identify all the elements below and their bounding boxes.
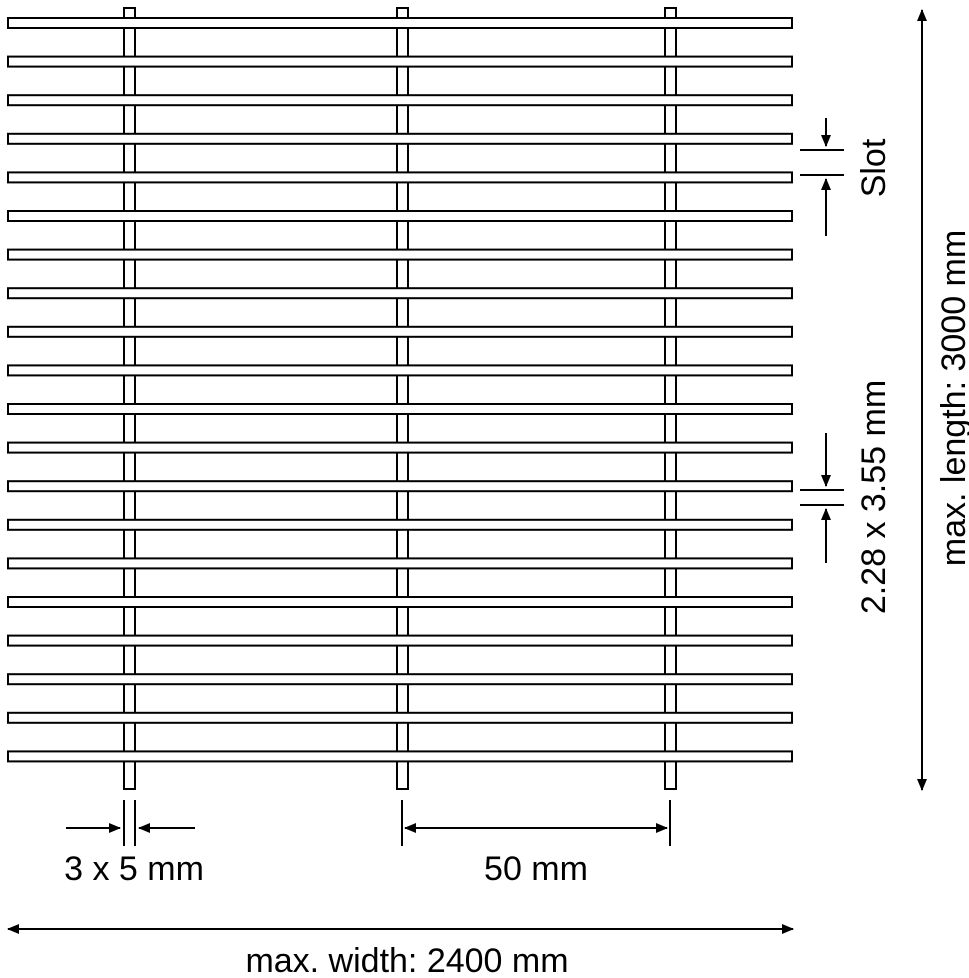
horizontal-bar <box>7 210 793 222</box>
horizontal-bar <box>7 55 793 68</box>
horizontal-bar <box>7 634 793 647</box>
horizontal-bar <box>7 441 793 454</box>
slot-size-dimension <box>800 433 844 563</box>
horizontal-bar <box>7 325 793 338</box>
max-length-label: max. length: 3000 mm <box>935 230 969 566</box>
horizontal-bar <box>7 711 793 724</box>
horizontal-bar <box>7 750 793 763</box>
horizontal-bar <box>7 557 793 570</box>
slot-size-label: 2.28 x 3.55 mm <box>855 380 893 614</box>
horizontal-bar <box>7 94 793 107</box>
vertical-rods <box>123 7 677 790</box>
slot-label: Slot <box>855 138 893 197</box>
spacing-label: 50 mm <box>484 850 588 888</box>
horizontal-bar <box>7 596 793 608</box>
horizontal-bar <box>7 248 793 261</box>
rod-size-dimension <box>66 800 195 846</box>
horizontal-bar <box>7 287 793 300</box>
horizontal-bar <box>7 17 793 29</box>
horizontal-bar <box>7 403 793 415</box>
horizontal-bar <box>7 673 793 686</box>
horizontal-bar <box>7 171 793 184</box>
slot-dimension <box>800 118 844 236</box>
vertical-rod <box>123 7 136 790</box>
horizontal-bar <box>7 518 793 531</box>
horizontal-bar <box>7 364 793 377</box>
rod-size-label: 3 x 5 mm <box>64 850 204 888</box>
vertical-rod <box>664 7 677 790</box>
horizontal-bar <box>7 132 793 145</box>
spacing-dimension <box>401 800 671 846</box>
max-width-label: max. width: 2400 mm <box>245 942 568 978</box>
horizontal-bar <box>7 480 793 493</box>
horizontal-bars <box>7 17 793 763</box>
vertical-rod <box>396 7 409 790</box>
